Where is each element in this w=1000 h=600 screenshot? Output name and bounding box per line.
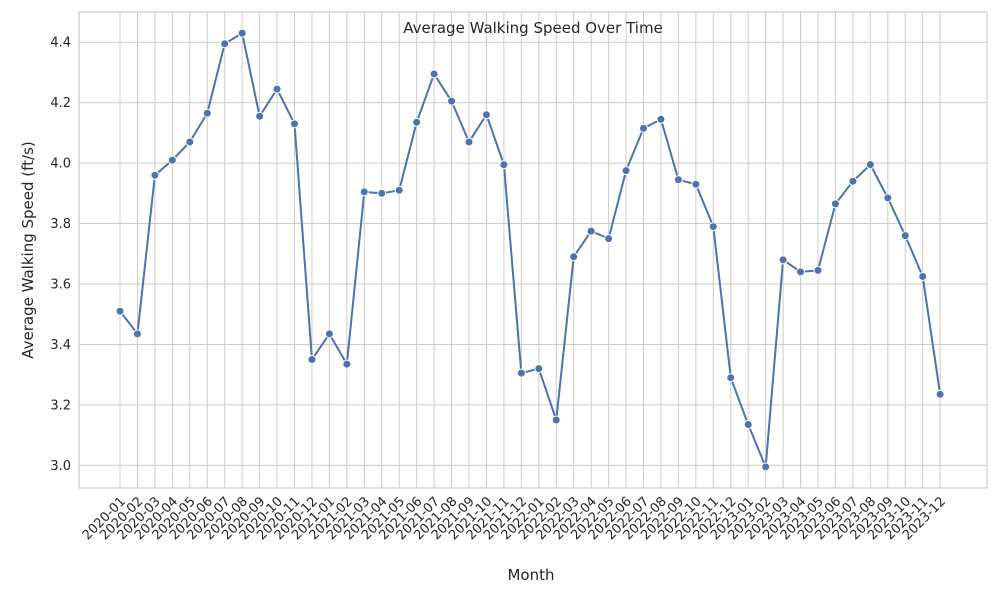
data-point — [115, 306, 125, 316]
plot-area-frame — [78, 11, 988, 489]
series-line — [119, 31, 942, 468]
data-point — [848, 176, 858, 186]
data-point — [918, 271, 928, 281]
data-point — [464, 137, 474, 147]
data-point — [202, 108, 212, 118]
data-point — [761, 462, 771, 472]
chart-title: Average Walking Speed Over Time — [403, 19, 663, 37]
data-point — [796, 267, 806, 277]
data-point — [290, 119, 299, 129]
data-point — [185, 137, 195, 147]
data-point — [604, 234, 614, 244]
data-point — [499, 160, 509, 170]
data-point — [883, 193, 893, 203]
data-point — [726, 373, 736, 383]
y-axis-label: Average Walking Speed (ft/s) — [19, 141, 37, 359]
y-tick-label: 3.6 — [50, 278, 71, 293]
data-point — [569, 252, 579, 262]
y-tick-labels: 3.0 3.2 3.4 3.6 3.8 4.0 4.2 4.4 — [50, 36, 71, 474]
x-axis-label: Month — [507, 566, 554, 584]
y-tick-label: 4.4 — [50, 36, 71, 51]
data-point — [656, 114, 666, 124]
data-point — [708, 222, 718, 232]
data-point — [412, 117, 422, 127]
data-point — [865, 160, 875, 170]
data-point — [429, 69, 439, 79]
data-point — [639, 123, 648, 133]
data-point — [534, 364, 544, 374]
data-point — [691, 179, 701, 189]
grid — [79, 12, 987, 488]
data-point — [132, 329, 142, 339]
y-tick-label: 3.4 — [50, 338, 71, 353]
data-point — [324, 329, 334, 339]
data-point — [255, 111, 265, 121]
y-tick-label: 4.0 — [50, 157, 71, 172]
data-point — [447, 96, 457, 106]
data-markers — [115, 28, 945, 472]
y-tick-label: 4.2 — [50, 96, 71, 111]
data-point — [935, 389, 945, 399]
y-tick-label: 3.8 — [50, 217, 71, 232]
data-point — [220, 39, 230, 49]
data-point — [673, 175, 683, 185]
x-tick-labels: 2020-012020-022020-032020-042020-052020-… — [80, 494, 949, 543]
data-point — [359, 187, 369, 197]
data-point — [586, 226, 596, 236]
y-tick-label: 3.0 — [50, 459, 71, 474]
data-point — [621, 166, 631, 176]
data-point — [394, 185, 404, 195]
data-point — [778, 255, 788, 265]
data-point — [342, 359, 352, 369]
data-point — [743, 420, 753, 430]
data-point — [272, 84, 282, 94]
data-point — [900, 231, 910, 241]
y-tick-label: 3.2 — [50, 398, 71, 413]
data-point — [167, 155, 177, 165]
data-point — [377, 188, 387, 198]
data-point — [830, 199, 840, 209]
data-point — [813, 265, 823, 275]
data-point — [516, 368, 526, 378]
data-point — [237, 28, 247, 38]
data-point — [150, 170, 160, 180]
data-point — [551, 415, 561, 425]
data-point — [307, 355, 317, 365]
data-point — [481, 110, 491, 120]
